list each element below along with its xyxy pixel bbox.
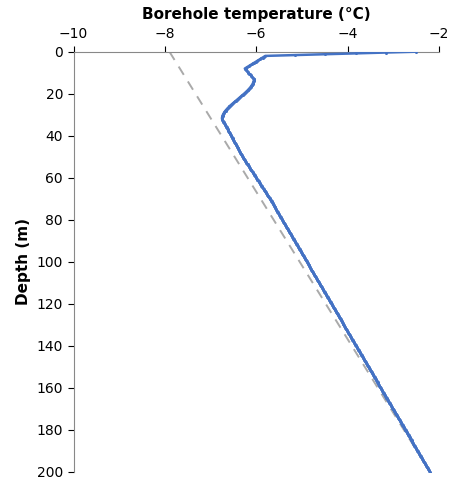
X-axis label: Borehole temperature (°C): Borehole temperature (°C) bbox=[142, 7, 370, 22]
Y-axis label: Depth (m): Depth (m) bbox=[16, 218, 31, 305]
